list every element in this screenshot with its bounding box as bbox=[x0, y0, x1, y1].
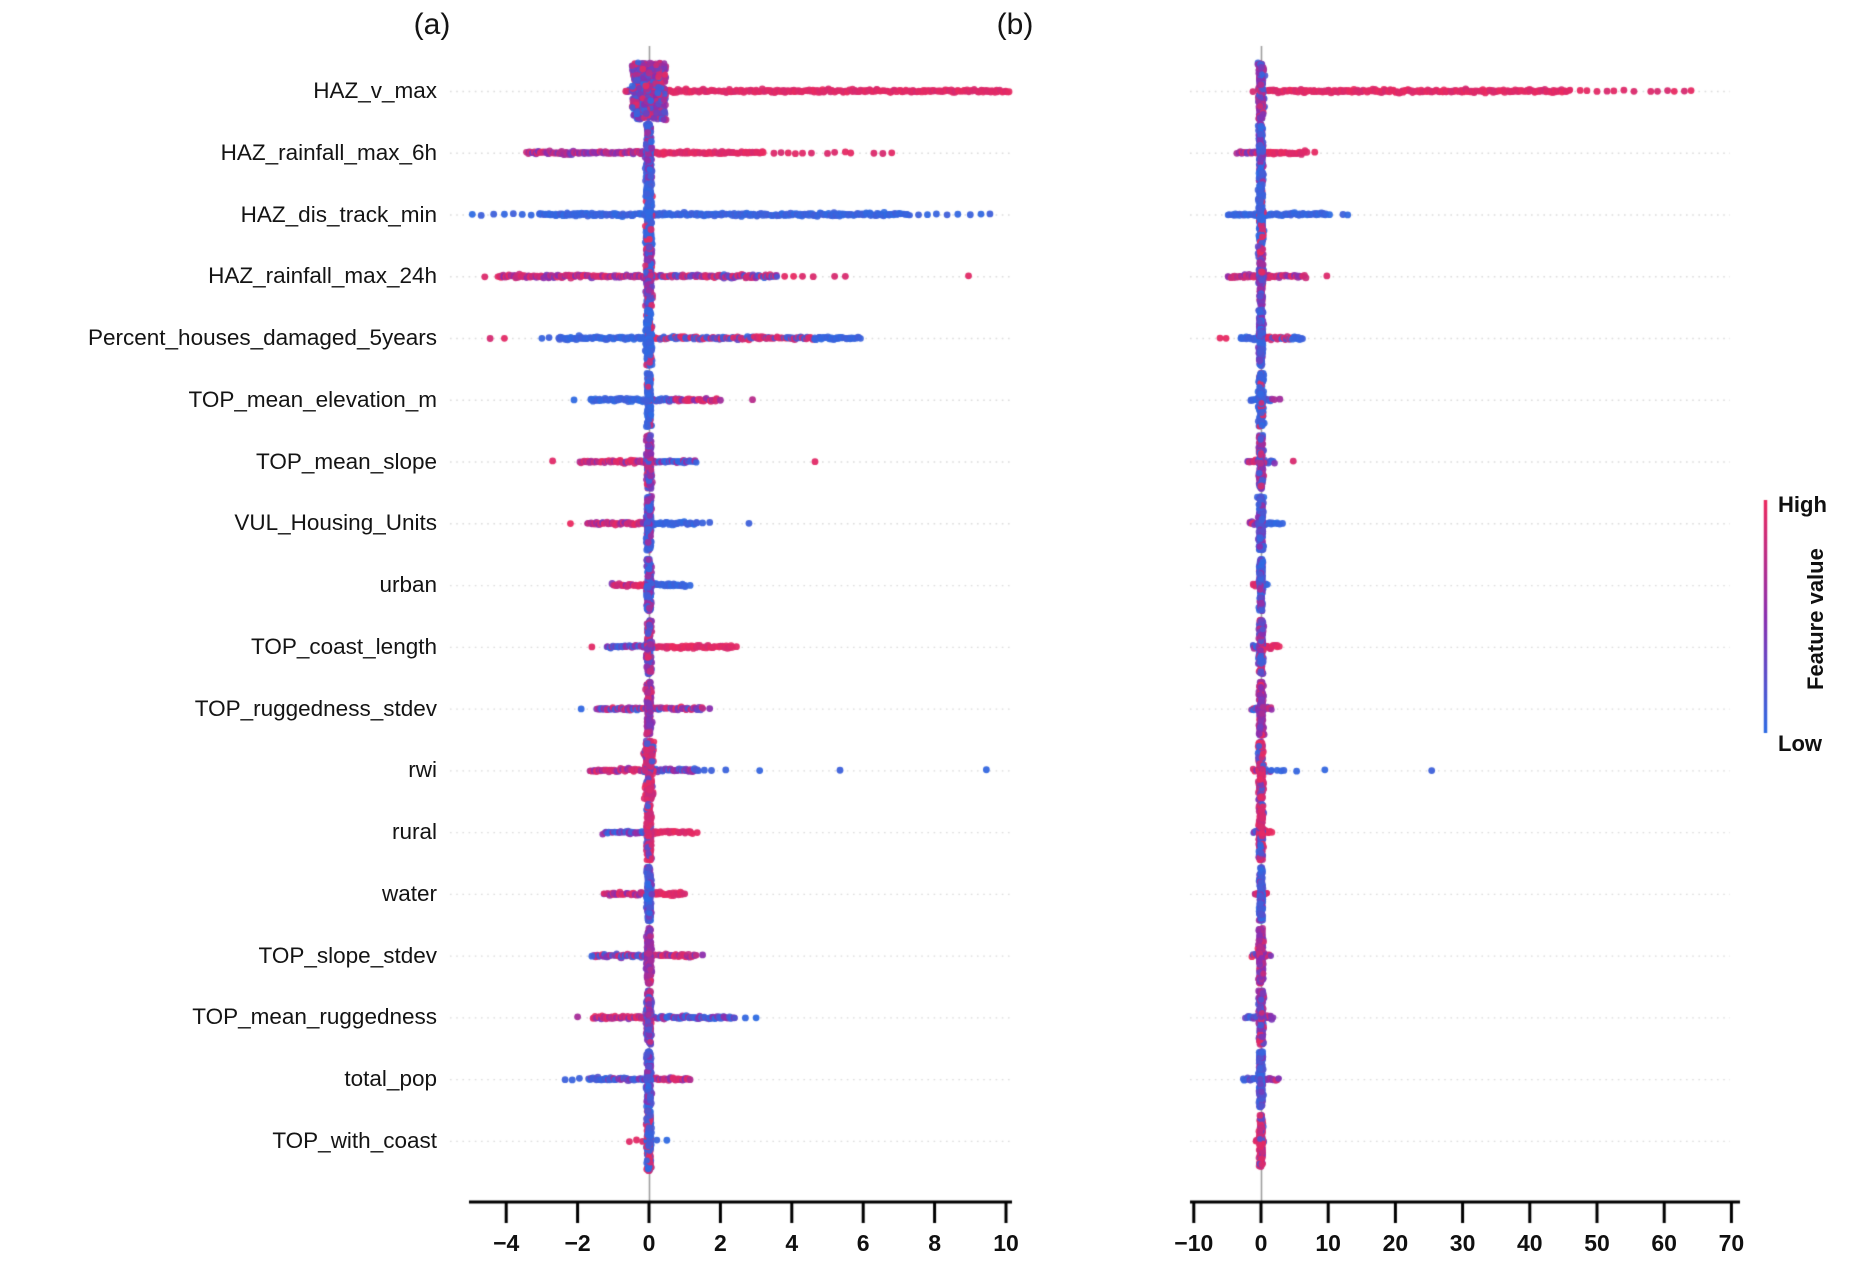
x-tick-a-7: 10 bbox=[993, 1230, 1019, 1256]
x-tick-a-6: 8 bbox=[928, 1230, 941, 1256]
row-label-top_ruggedness_stdev: TOP_ruggedness_stdev bbox=[194, 695, 437, 721]
x-tick-b-6: 50 bbox=[1584, 1230, 1610, 1256]
row-label-urban: urban bbox=[379, 572, 437, 598]
x-tick-a-4: 4 bbox=[785, 1230, 799, 1256]
x-tick-b-4: 30 bbox=[1449, 1230, 1476, 1256]
panel-b-title: (b) bbox=[996, 8, 1034, 41]
row-label-rural: rural bbox=[391, 819, 437, 845]
x-tick-a-3: 2 bbox=[713, 1230, 727, 1256]
x-tick-b-5: 40 bbox=[1517, 1230, 1543, 1256]
x-tick-b-3: 20 bbox=[1382, 1230, 1409, 1256]
x-tick-b-2: 10 bbox=[1315, 1230, 1341, 1256]
row-label-total_pop: total_pop bbox=[344, 1066, 437, 1092]
x-tick-a-0: −4 bbox=[493, 1230, 520, 1256]
row-label-vul_housing_units: VUL_Housing_Units bbox=[234, 510, 437, 536]
row-label-water: water bbox=[381, 880, 437, 906]
panel-a-title: (a) bbox=[413, 8, 451, 41]
row-label-haz_rainfall_max_6h: HAZ_rainfall_max_6h bbox=[220, 139, 437, 165]
row-label-haz_v_max: HAZ_v_max bbox=[313, 78, 437, 103]
row-label-haz_dis_track_min: HAZ_dis_track_min bbox=[240, 201, 437, 227]
x-tick-b-0: −10 bbox=[1174, 1230, 1214, 1256]
x-tick-b-8: 70 bbox=[1718, 1230, 1745, 1256]
row-label-top_slope_stdev: TOP_slope_stdev bbox=[258, 942, 437, 968]
row-label-rwi: rwi bbox=[408, 757, 437, 783]
x-tick-b-1: 0 bbox=[1254, 1230, 1268, 1256]
colorbar-title: Feature value bbox=[1803, 548, 1828, 691]
x-tick-b-7: 60 bbox=[1651, 1230, 1677, 1256]
row-label-haz_rainfall_max_24h: HAZ_rainfall_max_24h bbox=[208, 263, 437, 289]
colorbar-low-label: Low bbox=[1778, 731, 1822, 756]
row-label-top_mean_elevation_m: TOP_mean_elevation_m bbox=[188, 386, 437, 412]
x-tick-a-5: 6 bbox=[856, 1230, 870, 1256]
colorbar-high-label: High bbox=[1778, 492, 1827, 517]
row-label-top_mean_slope: TOP_mean_slope bbox=[256, 448, 437, 474]
row-label-top_with_coast: TOP_with_coast bbox=[272, 1127, 437, 1153]
row-label-top_mean_ruggedness: TOP_mean_ruggedness bbox=[192, 1004, 437, 1030]
row-label-percent_houses_damaged_5years: Percent_houses_damaged_5years bbox=[88, 325, 437, 351]
x-tick-a-2: 0 bbox=[642, 1230, 656, 1256]
x-tick-a-1: −2 bbox=[564, 1230, 591, 1256]
row-label-top_coast_length: TOP_coast_length bbox=[251, 633, 437, 659]
